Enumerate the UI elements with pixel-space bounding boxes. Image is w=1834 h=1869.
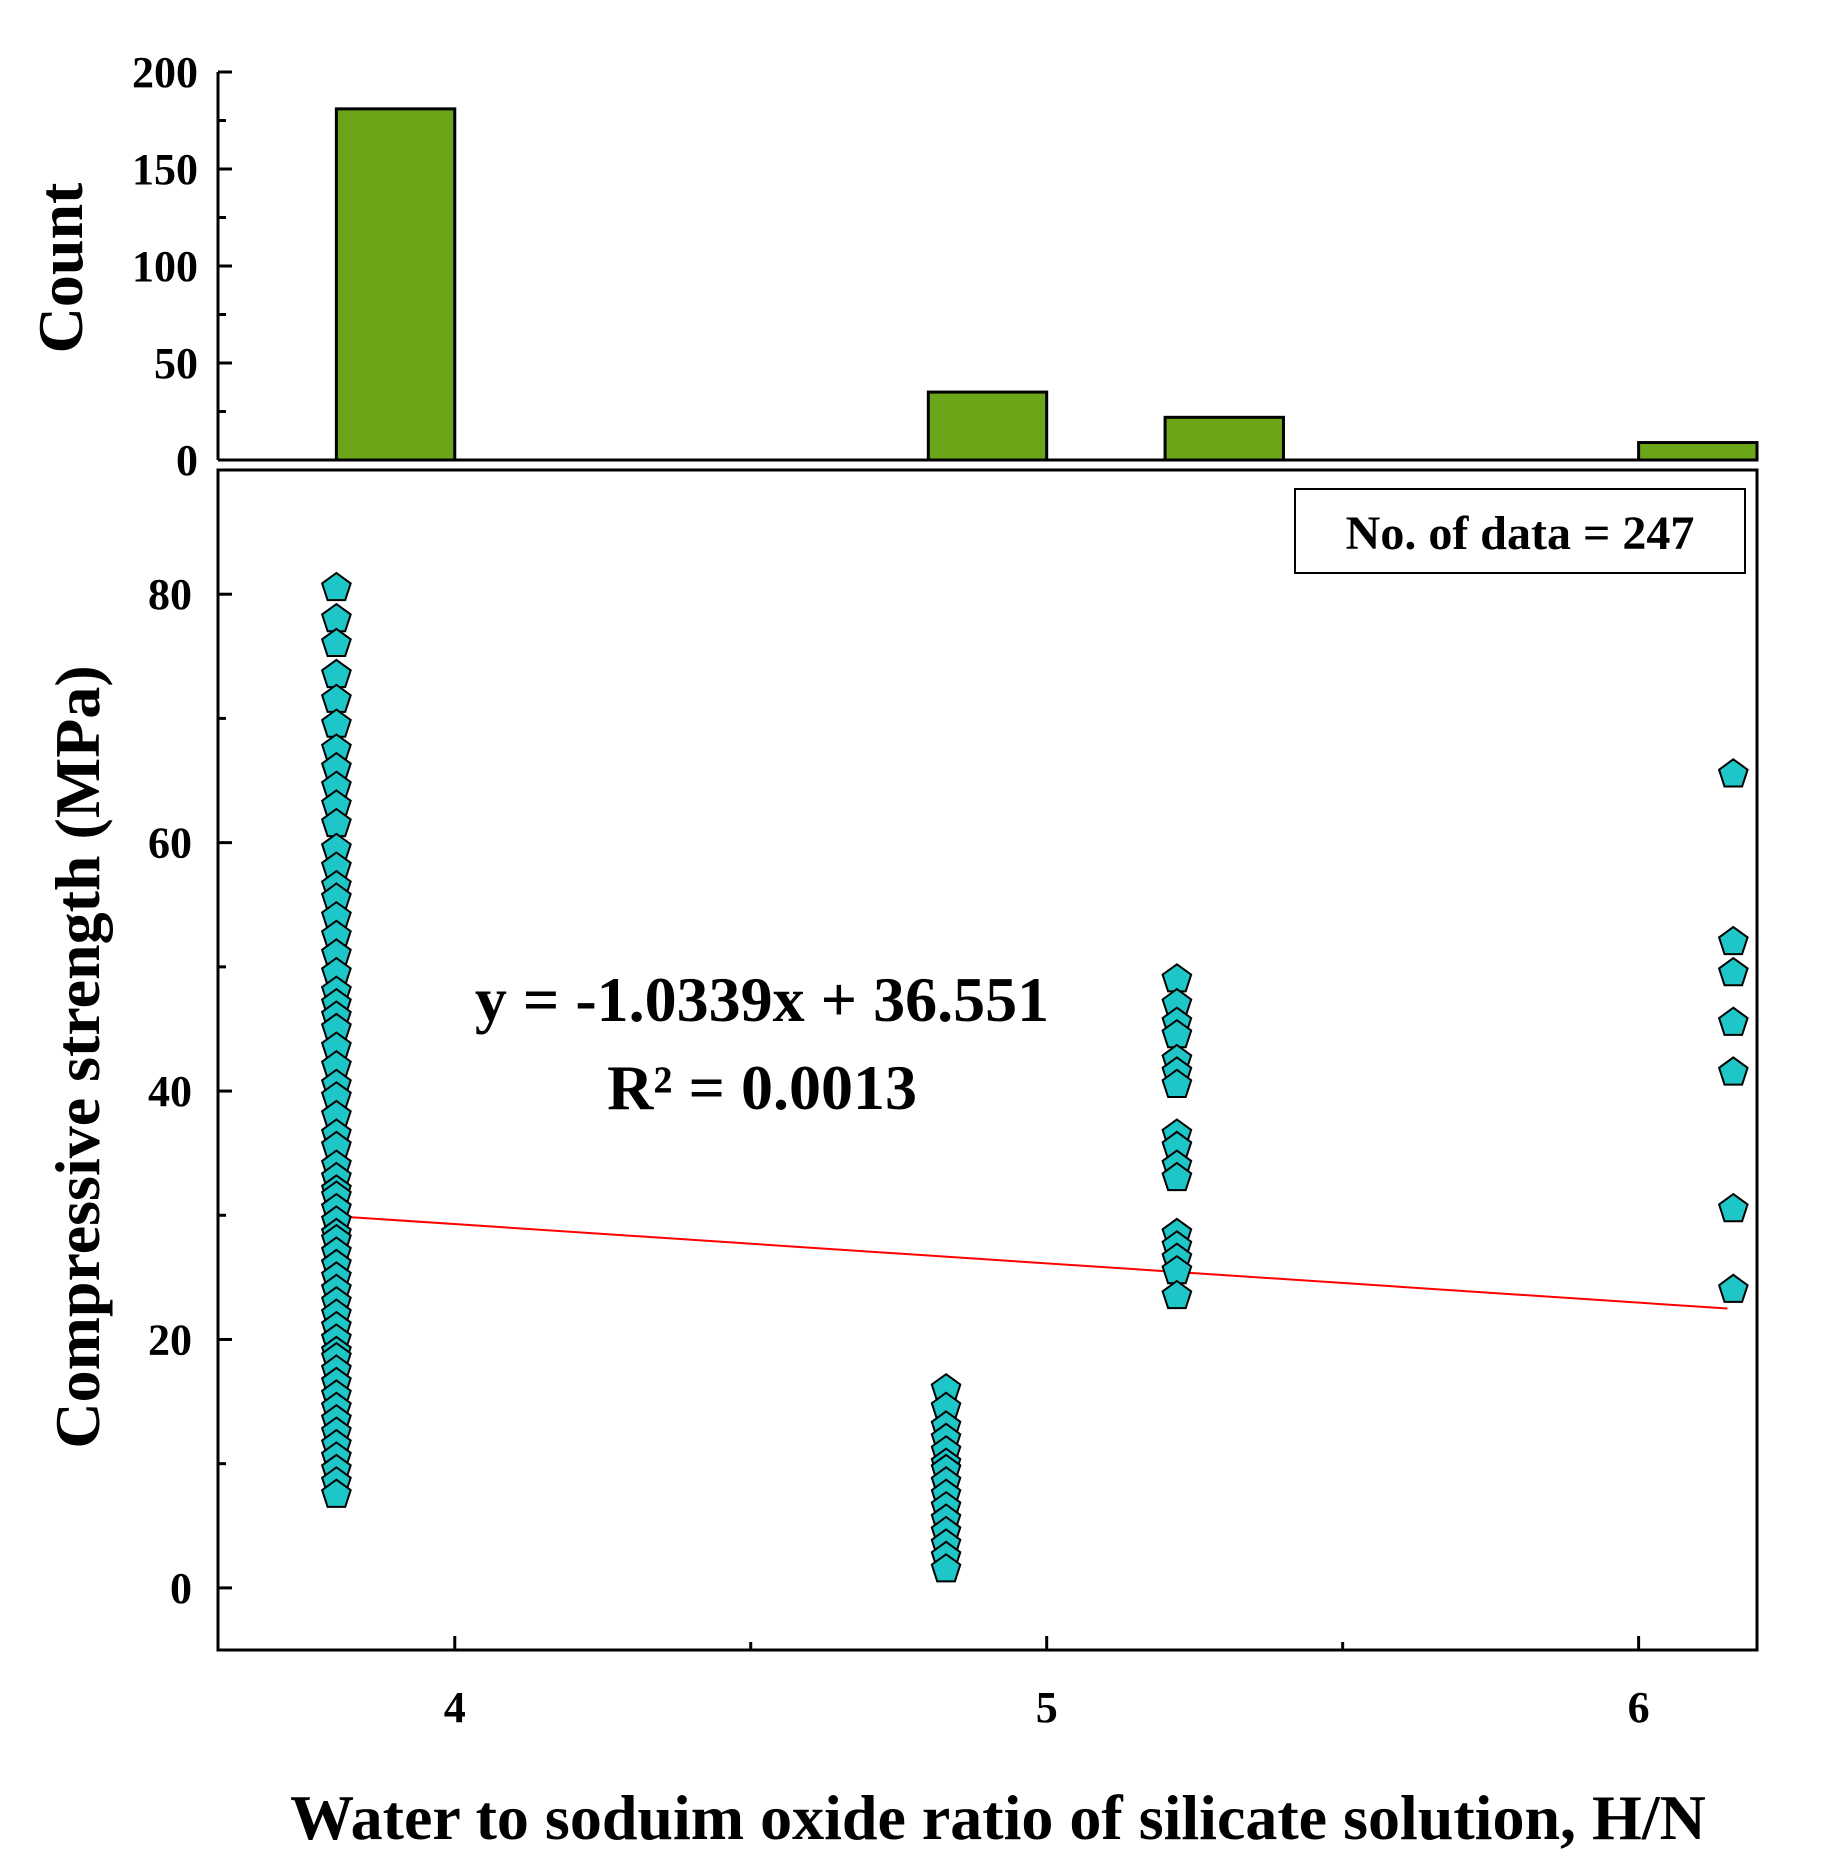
data-point-g3-1 bbox=[1717, 925, 1749, 956]
regression-equation: y = -1.0339x + 36.551 bbox=[475, 964, 1049, 1035]
plot-frame bbox=[216, 468, 1759, 1652]
data-point-g3-2 bbox=[1717, 956, 1749, 987]
data-point-g1-14 bbox=[930, 1553, 962, 1583]
data-point-g2-15 bbox=[1161, 1279, 1193, 1310]
histogram-bar-1 bbox=[926, 390, 1049, 462]
data-point-g3-0 bbox=[1717, 758, 1749, 788]
y-tick-label: 20 bbox=[148, 1315, 192, 1364]
histogram-bar-2 bbox=[1163, 415, 1285, 462]
x-tick-label: 5 bbox=[1036, 1683, 1058, 1732]
data-point-g0-1 bbox=[320, 602, 352, 633]
data-point-g0-2 bbox=[320, 627, 352, 657]
x-axis-ticks: 4 5 6 bbox=[444, 1636, 1650, 1732]
x-tick-label: 6 bbox=[1628, 1683, 1650, 1732]
histogram-bar-0 bbox=[334, 107, 457, 462]
data-point-g3-6 bbox=[1717, 1273, 1749, 1303]
data-point-g0-5 bbox=[320, 708, 352, 738]
x-tick-label: 4 bbox=[444, 1683, 466, 1732]
histogram-y-tick-label: 200 bbox=[132, 48, 198, 97]
y-tick-label: 40 bbox=[148, 1067, 192, 1116]
regression-line bbox=[336, 1215, 1728, 1310]
data-point-g2-0 bbox=[1161, 963, 1193, 993]
data-point-g0-4 bbox=[320, 683, 352, 713]
histogram-y-tick-label: 50 bbox=[154, 339, 198, 388]
x-axis-title: Water to soduim oxide ratio of silicate … bbox=[290, 1782, 1706, 1853]
histogram-y-tick-label: 150 bbox=[132, 145, 198, 194]
histogram-y-axis-title: Count bbox=[25, 182, 96, 353]
histogram-bar-3 bbox=[1637, 441, 1759, 462]
data-points bbox=[320, 571, 1749, 1583]
y-tick-label: 80 bbox=[148, 570, 192, 619]
legend-box: No. of data = 247 bbox=[1294, 488, 1746, 574]
data-point-g3-3 bbox=[1717, 1006, 1749, 1036]
data-point-g3-4 bbox=[1717, 1056, 1749, 1086]
r-squared-label: R² = 0.0013 bbox=[607, 1052, 917, 1123]
data-point-g0-3 bbox=[320, 658, 352, 689]
legend-label: No. of data = 247 bbox=[1346, 507, 1695, 560]
data-point-g3-5 bbox=[1717, 1192, 1749, 1223]
histogram-y-tick-label: 0 bbox=[176, 436, 198, 485]
data-point-g0-0 bbox=[320, 571, 352, 602]
scatter-panel: 0 20 40 60 80 4 5 6 No. of data = 247 y = -1.0… bbox=[42, 468, 1759, 1853]
y-axis-title: Compressive strength (MPa) bbox=[42, 665, 113, 1448]
histogram-y-ticks: 0 50 100 150 200 bbox=[132, 48, 232, 485]
histogram-panel: 0 50 100 150 200 Count bbox=[25, 48, 1759, 485]
data-point-g0-58 bbox=[320, 1478, 352, 1508]
legend-frame bbox=[1294, 488, 1746, 574]
histogram-bars bbox=[334, 107, 1759, 462]
histogram-y-tick-label: 100 bbox=[132, 242, 198, 291]
data-point-g2-10 bbox=[1161, 1161, 1193, 1192]
y-tick-label: 60 bbox=[148, 819, 192, 868]
data-point-g2-6 bbox=[1161, 1068, 1193, 1098]
y-axis-ticks: 0 20 40 60 80 bbox=[148, 570, 232, 1613]
y-tick-label: 0 bbox=[170, 1564, 192, 1613]
